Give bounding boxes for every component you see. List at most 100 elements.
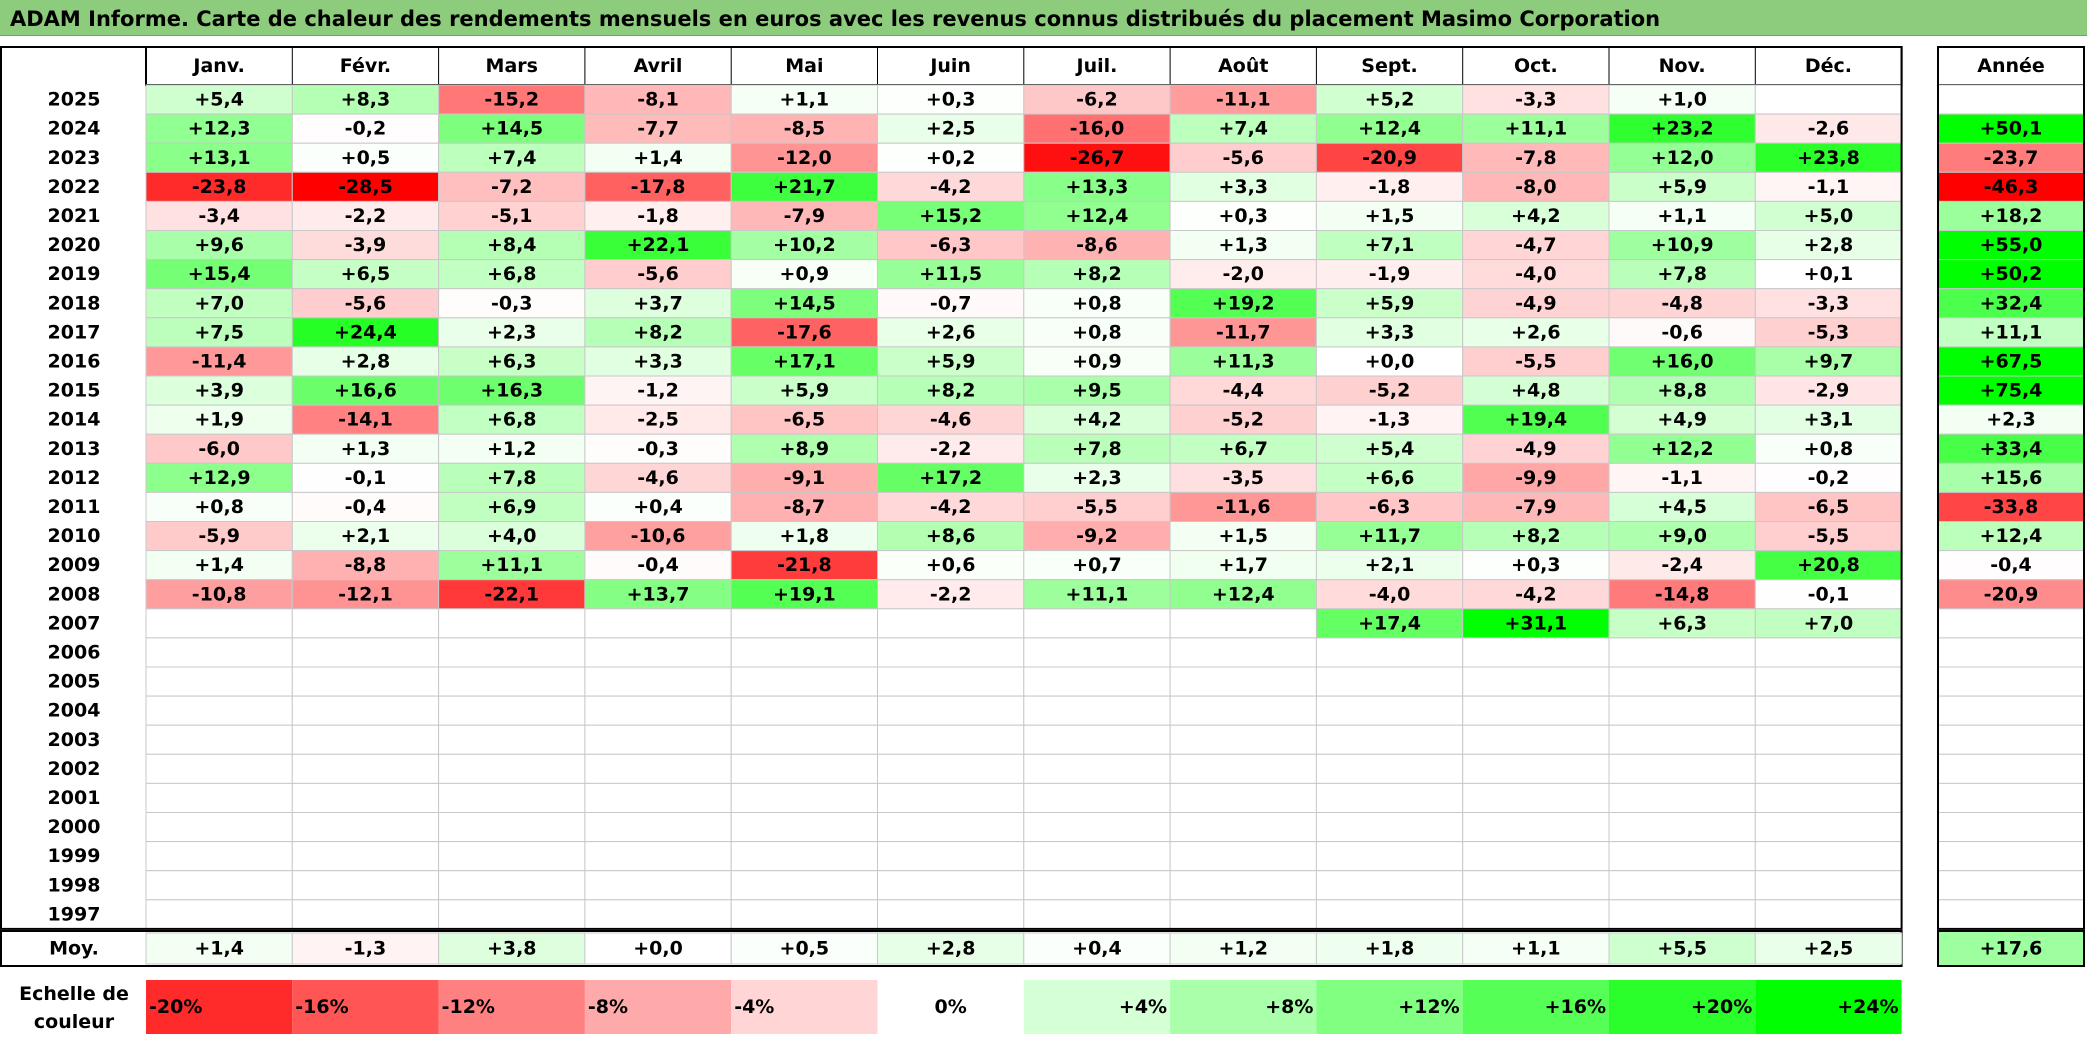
heat-cell (1754, 782, 1903, 814)
cell-value: +6,8 (487, 263, 537, 285)
heat-cell (1754, 724, 1903, 755)
cell-value: +7,4 (1218, 118, 1268, 140)
cell-value: -2,9 (1808, 380, 1850, 402)
heat-cell (438, 491, 586, 522)
cell-value: +14,5 (480, 118, 543, 140)
heat-cell (730, 259, 879, 290)
heat-cell (1315, 812, 1464, 843)
heat-cell (145, 375, 293, 406)
heat-cell (1608, 171, 1756, 202)
cell-value: +3,9 (194, 380, 244, 402)
heat-cell (877, 142, 1025, 173)
heat-cell (1315, 695, 1464, 726)
heat-cell (145, 230, 293, 261)
year-label-2018: 2018 (48, 292, 101, 314)
heat-cell (291, 346, 440, 377)
cell-value: +3,7 (633, 292, 683, 314)
heat-cell (1462, 346, 1610, 377)
heat-cell (1608, 753, 1756, 784)
scale-swatch (1023, 980, 1171, 1034)
heat-cell (1462, 899, 1610, 930)
heat-cell (584, 812, 732, 843)
annual-cell (1937, 491, 2085, 522)
average-cell (1462, 932, 1610, 965)
cell-value: +6,9 (487, 496, 537, 518)
cell-value: +20,8 (1797, 554, 1860, 576)
month-header-9: Sept. (1361, 55, 1417, 77)
average-value: +0,4 (1072, 938, 1122, 960)
heat-cell (145, 346, 293, 377)
cell-value: +13,3 (1066, 176, 1129, 198)
month-header-2: Févr. (340, 55, 391, 77)
cell-value: -8,1 (637, 89, 679, 111)
heat-cell (584, 637, 732, 668)
cell-value: -17,6 (777, 321, 832, 343)
scale-swatch (731, 980, 878, 1034)
year-label-2019: 2019 (48, 263, 101, 285)
cell-value: +0,3 (1218, 205, 1268, 227)
scale-swatch (146, 980, 293, 1034)
cell-value: -9,2 (1076, 525, 1118, 547)
heat-cell (730, 317, 879, 348)
cell-value: +6,7 (1218, 438, 1268, 460)
heat-cell (438, 521, 586, 552)
cell-value: +5,9 (1365, 292, 1415, 314)
cell-value: -2,5 (637, 409, 679, 431)
cell-value: +7,5 (194, 321, 244, 343)
heat-cell (1169, 288, 1317, 319)
cell-value: +5,2 (1365, 89, 1415, 111)
heat-cell (877, 171, 1025, 202)
month-header-8: Août (1218, 55, 1268, 77)
heat-cell (877, 462, 1025, 493)
cell-value: -5,5 (1515, 350, 1557, 372)
cell-value: +7,0 (1804, 612, 1854, 634)
cell-value: +0,8 (1072, 292, 1122, 314)
heat-cell (877, 753, 1025, 784)
month-header-4: Avril (634, 55, 683, 77)
cell-value: -8,8 (345, 554, 387, 576)
heat-cell (291, 579, 440, 610)
heat-cell (1169, 375, 1317, 406)
cell-value: -5,6 (637, 263, 679, 285)
cell-value: +2,6 (1511, 321, 1561, 343)
heat-cell (438, 608, 586, 639)
cell-value: +11,1 (1504, 118, 1567, 140)
cell-value: -4,9 (1515, 292, 1557, 314)
cell-value: +8,2 (1511, 525, 1561, 547)
year-header: Année (1977, 55, 2045, 77)
heat-cell (877, 113, 1025, 144)
cell-value: -0,1 (345, 467, 387, 489)
heat-cell (1462, 841, 1610, 872)
cell-value: -9,9 (1515, 467, 1557, 489)
cell-value: -1,9 (1369, 263, 1411, 285)
heat-cell (1754, 753, 1903, 784)
year-label-2001: 2001 (48, 787, 101, 809)
heat-cell (1023, 579, 1171, 610)
heat-cell (730, 608, 879, 639)
cell-value: +3,1 (1804, 409, 1854, 431)
annual-cell (1937, 375, 2085, 406)
annual-value: +2,3 (1986, 409, 2036, 431)
heat-cell (438, 404, 586, 435)
grid-border (0, 46, 1903, 930)
cell-value: +6,5 (341, 263, 391, 285)
heat-cell (1462, 579, 1610, 610)
cell-value: +7,8 (1072, 438, 1122, 460)
heat-cell (1462, 695, 1610, 726)
heat-cell (1169, 230, 1317, 261)
annual-value: -20,9 (1984, 583, 2039, 605)
cell-value: +9,7 (1804, 350, 1854, 372)
cell-value: -4,8 (1661, 292, 1703, 314)
cell-value: -1,8 (637, 205, 679, 227)
cell-value: -5,3 (1808, 321, 1850, 343)
heat-cell (438, 230, 586, 261)
year-label-2013: 2013 (48, 438, 101, 460)
heat-cell (1169, 171, 1317, 202)
cell-value: -11,6 (1216, 496, 1271, 518)
heat-cell (438, 462, 586, 493)
heat-cell (730, 666, 879, 697)
average-annual-value: +17,6 (1980, 938, 2043, 960)
cell-value: +8,4 (487, 234, 537, 256)
heat-cell (1462, 666, 1610, 697)
cell-value: -11,1 (1216, 89, 1271, 111)
